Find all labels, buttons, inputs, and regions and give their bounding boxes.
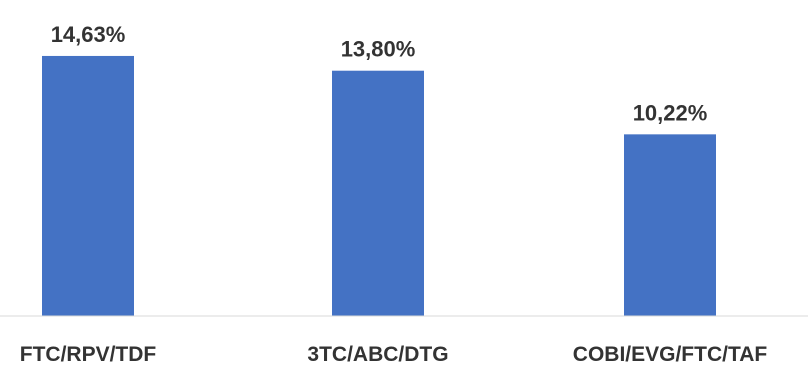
bars-group (42, 55, 716, 316)
category-label-1: FTC/RPV/TDF (20, 343, 157, 366)
bar-2 (332, 70, 424, 316)
value-label-2: 13,80% (341, 37, 416, 62)
value-label-3: 10,22% (633, 100, 708, 125)
value-label-1: 14,63% (51, 22, 126, 47)
category-label-2: 3TC/ABC/DTG (307, 343, 448, 366)
value-labels-group: 14,63% 13,80% 10,22% (51, 22, 708, 125)
bar-3 (624, 134, 716, 316)
category-labels-group: FTC/RPV/TDF 3TC/ABC/DTG COBI/EVG/FTC/TAF (20, 343, 768, 366)
category-label-3: COBI/EVG/FTC/TAF (573, 343, 768, 366)
bar-1 (42, 55, 134, 316)
